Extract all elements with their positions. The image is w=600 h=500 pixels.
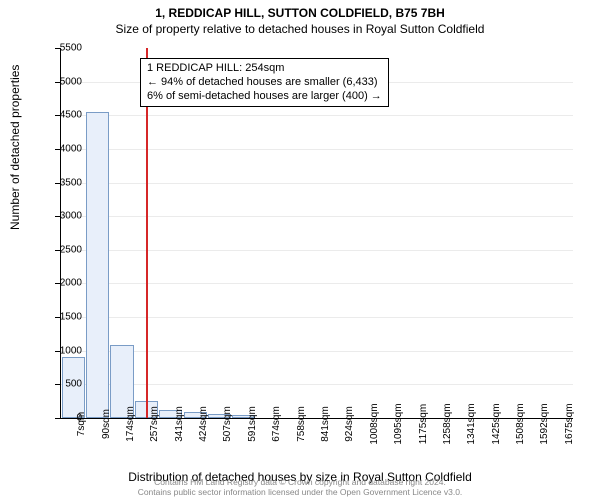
xtick-label: 1425sqm [491,403,502,444]
ytick-label: 4500 [48,110,82,121]
xtick-label: 1008sqm [369,403,380,444]
gridline [61,216,573,217]
footer: Contains HM Land Registry data © Crown c… [0,478,600,498]
gridline [61,351,573,352]
xtick-label: 90sqm [101,409,112,439]
xtick-label: 174sqm [125,406,136,442]
xtick-label: 591sqm [247,406,258,442]
ytick-label: 5500 [48,43,82,54]
footer-line2: Contains public sector information licen… [0,488,600,498]
page-title: 1, REDDICAP HILL, SUTTON COLDFIELD, B75 … [0,0,600,20]
xtick-label: 341sqm [174,406,185,442]
ytick-label: 5000 [48,76,82,87]
xtick-label: 424sqm [198,406,209,442]
xtick-label: 1175sqm [418,404,429,444]
ytick-label: 2500 [48,244,82,255]
gridline [61,250,573,251]
xtick-label: 924sqm [344,406,355,442]
ytick-label: 3000 [48,211,82,222]
ytick-label: 4000 [48,143,82,154]
ytick-label: 1000 [48,345,82,356]
xtick-label: 1341sqm [466,403,477,444]
annotation-line3: 6% of semi-detached houses are larger (4… [147,90,382,104]
xtick-label: 257sqm [149,406,160,442]
gridline [61,183,573,184]
xtick-label: 841sqm [320,406,331,442]
ytick-label: 2000 [48,278,82,289]
annotation-line2: ← 94% of detached houses are smaller (6,… [147,76,382,90]
gridline [61,149,573,150]
annotation-box: 1 REDDICAP HILL: 254sqm ← 94% of detache… [140,58,389,107]
xtick-label: 674sqm [271,406,282,442]
xtick-label: 1258sqm [442,403,453,444]
xtick-label: 758sqm [296,406,307,442]
ytick-label: 500 [48,379,82,390]
ytick-label: 3500 [48,177,82,188]
y-axis-label: Number of detached properties [8,65,22,230]
subtitle: Size of property relative to detached ho… [0,20,600,36]
histogram-bar [86,112,109,418]
xtick-label: 1675sqm [564,403,575,444]
gridline [61,283,573,284]
annotation-line1: 1 REDDICAP HILL: 254sqm [147,62,382,76]
xtick-label: 1095sqm [393,403,404,444]
ytick-label: 1500 [48,312,82,323]
gridline [61,115,573,116]
xtick-label: 1592sqm [539,403,550,444]
gridline [61,317,573,318]
gridline [61,384,573,385]
xtick-label: 507sqm [222,406,233,442]
xtick-label: 7sqm [76,412,87,436]
xtick-label: 1508sqm [515,403,526,444]
